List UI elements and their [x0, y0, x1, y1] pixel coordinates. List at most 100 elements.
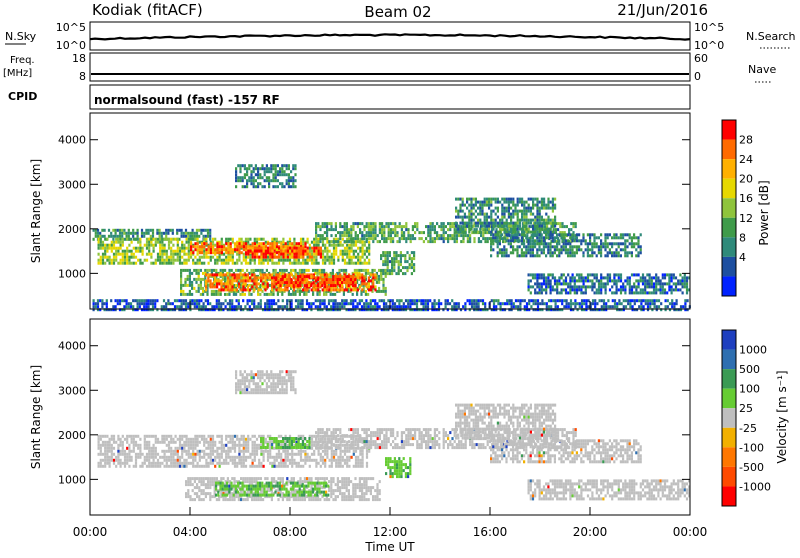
- heatmap-cell: [122, 444, 124, 447]
- heatmap-cell: [565, 245, 567, 248]
- heatmap-cell: [253, 170, 255, 173]
- heatmap-cell: [260, 302, 262, 305]
- heatmap-cell: [211, 269, 213, 272]
- heatmap-cell: [649, 302, 651, 305]
- heatmap-cell: [387, 254, 389, 257]
- heatmap-cell: [225, 285, 227, 288]
- heatmap-cell: [600, 245, 602, 248]
- heatmap-cell: [574, 282, 576, 285]
- heatmap-cell: [198, 302, 200, 305]
- heatmap-cell: [265, 241, 267, 244]
- heatmap-cell: [687, 299, 689, 302]
- heatmap-cell: [398, 260, 400, 263]
- heatmap-cell: [117, 238, 119, 241]
- heatmap-cell: [547, 273, 549, 276]
- heatmap-cell: [353, 262, 355, 265]
- heatmap-cell: [525, 231, 527, 234]
- heatmap-cell: [194, 245, 196, 248]
- heatmap-cell: [332, 272, 334, 275]
- heatmap-cell: [271, 259, 273, 262]
- heatmap-cell: [321, 299, 323, 302]
- heatmap-cell: [359, 299, 361, 302]
- heatmap-cell: [254, 262, 256, 265]
- heatmap-cell: [512, 231, 514, 234]
- heatmap-cell: [196, 302, 198, 305]
- heatmap-cell: [247, 250, 249, 253]
- heatmap-cell: [508, 201, 510, 204]
- heatmap-cell: [172, 256, 174, 259]
- heatmap-cell: [563, 245, 565, 248]
- heatmap-cell: [468, 231, 470, 234]
- heatmap-cell: [252, 242, 254, 245]
- heatmap-cell: [276, 242, 278, 245]
- heatmap-cell: [567, 285, 569, 288]
- heatmap-cell: [319, 269, 321, 272]
- heatmap-cell: [616, 288, 618, 291]
- heatmap-cell: [126, 250, 128, 253]
- heatmap-cell: [530, 198, 532, 201]
- heatmap-cell: [139, 305, 141, 308]
- heatmap-cell: [519, 222, 521, 225]
- heatmap-cell: [495, 299, 497, 302]
- heatmap-cell: [258, 250, 260, 253]
- heatmap-cell: [289, 250, 291, 253]
- heatmap-cell: [376, 302, 378, 305]
- heatmap-cell: [363, 225, 365, 228]
- heatmap-cell: [361, 237, 363, 240]
- heatmap-cell: [600, 248, 602, 251]
- heatmap-cell: [523, 201, 525, 204]
- heatmap-cell: [459, 198, 461, 201]
- heatmap-cell: [117, 456, 119, 459]
- heatmap-cell: [181, 244, 183, 247]
- heatmap-cell: [570, 222, 572, 225]
- heatmap-cell: [307, 241, 309, 244]
- heatmap-cell: [113, 241, 115, 244]
- heatmap-cell: [409, 299, 411, 302]
- heatmap-cell: [148, 247, 150, 250]
- freq-tick-bottom: 8: [79, 70, 86, 83]
- heatmap-cell: [512, 213, 514, 216]
- heatmap-cell: [505, 254, 507, 257]
- heatmap-cell: [115, 441, 117, 444]
- heatmap-cell: [298, 256, 300, 259]
- heatmap-cell: [187, 275, 189, 278]
- heatmap-cell: [117, 435, 119, 438]
- heatmap-cell: [512, 201, 514, 204]
- heatmap-cell: [245, 256, 247, 259]
- heatmap-cell: [512, 204, 514, 207]
- heatmap-cell: [549, 251, 551, 254]
- heatmap-cell: [98, 441, 100, 444]
- heatmap-cell: [213, 293, 215, 296]
- heatmap-cell: [310, 284, 312, 287]
- heatmap-cell: [111, 456, 113, 459]
- heatmap-cell: [517, 228, 519, 231]
- heatmap-cell: [455, 207, 457, 210]
- heatmap-cell: [212, 285, 214, 288]
- heatmap-cell: [316, 272, 318, 275]
- heatmap-cell: [558, 282, 560, 285]
- heatmap-cell: [587, 248, 589, 251]
- heatmap-cell: [479, 222, 481, 225]
- heatmap-cell: [348, 228, 350, 231]
- heatmap-cell: [506, 198, 508, 201]
- heatmap-cell: [421, 237, 423, 240]
- heatmap-cell: [343, 299, 345, 302]
- heatmap-cell: [388, 222, 390, 225]
- heatmap-cell: [527, 248, 529, 251]
- heatmap-cell: [264, 170, 266, 173]
- heatmap-cell: [523, 216, 525, 219]
- heatmap-cell: [235, 170, 237, 173]
- heatmap-cell: [235, 167, 237, 170]
- heatmap-cell: [611, 285, 613, 288]
- heatmap-cell: [223, 259, 225, 262]
- heatmap-cell: [646, 282, 648, 285]
- heatmap-cell: [404, 272, 406, 275]
- heatmap-cell: [236, 273, 238, 276]
- heatmap-cell: [407, 237, 409, 240]
- heatmap-cell: [624, 245, 626, 248]
- heatmap-cell: [231, 288, 233, 291]
- heatmap-cell: [525, 248, 527, 251]
- heatmap-cell: [106, 238, 108, 241]
- heatmap-cell: [469, 237, 471, 240]
- heatmap-cell: [113, 453, 115, 456]
